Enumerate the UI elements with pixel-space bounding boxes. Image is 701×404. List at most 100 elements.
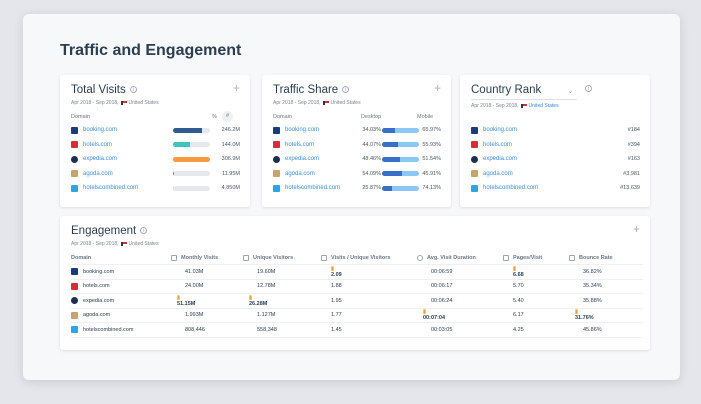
header-label: Bounce Rate bbox=[579, 254, 613, 261]
bar-fill bbox=[173, 127, 203, 133]
mobile-share: 65.97% bbox=[422, 127, 441, 133]
booking-logo bbox=[471, 126, 478, 134]
bounce-rate-icon bbox=[569, 254, 575, 261]
domain-link[interactable]: booking.com bbox=[285, 127, 320, 133]
metric-cell: 1.95 bbox=[321, 298, 417, 304]
domain-link[interactable]: booking.com bbox=[83, 127, 118, 133]
info-icon[interactable]: i bbox=[129, 86, 137, 93]
metric-value: 1.77 bbox=[331, 312, 342, 319]
domain-row: expedia.com bbox=[71, 154, 117, 164]
domain-link[interactable]: hotels.com bbox=[83, 141, 113, 148]
domain-name: expedia.com bbox=[83, 297, 115, 304]
metric-cell: 5.70 bbox=[503, 283, 569, 289]
number-toggle[interactable]: # bbox=[222, 111, 233, 122]
add-icon[interactable]: + bbox=[632, 222, 640, 236]
leader-medal-icon: ▮ bbox=[423, 309, 427, 316]
metric-value: 19.60M bbox=[257, 268, 276, 275]
metric-cell: 24.00M bbox=[171, 283, 243, 289]
booking-logo bbox=[71, 268, 78, 276]
domain-link[interactable]: agoda.com bbox=[83, 170, 113, 177]
metric-cell: 5.40 bbox=[503, 298, 569, 304]
domain-link[interactable]: agoda.com bbox=[483, 170, 513, 177]
metric-cell: 1.45 bbox=[321, 327, 417, 333]
add-icon[interactable]: + bbox=[433, 81, 441, 95]
domain-row: agoda.com bbox=[273, 169, 315, 179]
mobile-share: 45.91% bbox=[422, 170, 441, 177]
column-header[interactable]: Monthly Visits bbox=[171, 254, 243, 261]
desktop-fill bbox=[382, 185, 392, 191]
visits-share-bar bbox=[173, 156, 210, 162]
table-row: agoda.com 1.993M 1.127M 1.77 ▮ 00:07:04 6.17 ▮ 3… bbox=[71, 309, 643, 323]
domain-cell[interactable]: hotels.com bbox=[71, 282, 171, 290]
domain-cell[interactable]: hotelscombined.com bbox=[71, 326, 171, 334]
metric-value: 6.68 bbox=[513, 271, 524, 278]
column-header[interactable]: Bounce Rate bbox=[569, 254, 643, 261]
metric-value: 808,446 bbox=[185, 326, 205, 333]
metric-value: 41.03M bbox=[185, 268, 204, 275]
add-icon[interactable]: + bbox=[232, 81, 240, 95]
domain-cell[interactable]: agoda.com bbox=[71, 311, 171, 319]
domain-link[interactable]: expedia.com bbox=[285, 156, 320, 163]
metric-value: 26.28M bbox=[249, 300, 268, 307]
column-header[interactable]: Pages/Visit bbox=[503, 254, 569, 261]
rank-value: #184 bbox=[627, 127, 640, 133]
metric-value: 5.70 bbox=[513, 283, 524, 290]
domain-cell[interactable]: booking.com bbox=[71, 268, 171, 276]
metric-value: 31.76% bbox=[575, 315, 594, 322]
metric-value: 12.78M bbox=[257, 283, 276, 290]
column-header[interactable]: Unique Visitors bbox=[243, 254, 321, 261]
metric-cell: ▮ 6.68 bbox=[503, 266, 569, 278]
desktop-share: 44.07% bbox=[362, 141, 381, 148]
hotelscombined-logo bbox=[273, 184, 280, 192]
total-visits-card: Total Visits i + Apr 2018 - Sep 2018, Unit… bbox=[60, 75, 250, 207]
us-flag-icon bbox=[322, 100, 329, 105]
domain-row: hotels.com bbox=[471, 140, 512, 150]
column-header[interactable]: Domain bbox=[71, 255, 171, 261]
domain-link[interactable]: hotelscombined.com bbox=[83, 185, 139, 192]
domain-name: hotels.com bbox=[83, 283, 110, 290]
info-icon[interactable]: i bbox=[140, 227, 148, 234]
booking-logo bbox=[71, 126, 78, 134]
clock-icon bbox=[417, 254, 423, 261]
domain-link[interactable]: expedia.com bbox=[83, 156, 118, 163]
table-row: expedia.com ▮ 51.15M ▮ 26.28M 1.95 00:06:24 5.4… bbox=[71, 294, 643, 309]
metric-dropdown[interactable]: Country Rank ⌄ bbox=[471, 84, 577, 100]
domain-link[interactable]: hotels.com bbox=[285, 141, 315, 148]
metric-cell: ▮ 51.15M bbox=[171, 295, 243, 307]
domain-link[interactable]: hotelscombined.com bbox=[285, 185, 341, 192]
country-rank-card: Country Rank ⌄ i Apr 2018 - Sep 2018, Unit… bbox=[460, 75, 650, 207]
domain-link[interactable]: expedia.com bbox=[483, 156, 518, 163]
column-header: Domain bbox=[71, 114, 90, 120]
percent-toggle[interactable]: % bbox=[212, 114, 217, 120]
domain-cell[interactable]: expedia.com bbox=[71, 297, 171, 305]
metric-value: 1.88 bbox=[331, 283, 342, 290]
info-icon[interactable]: i bbox=[342, 86, 350, 93]
domain-link[interactable]: hotelscombined.com bbox=[483, 185, 539, 192]
domain-link[interactable]: booking.com bbox=[483, 127, 518, 133]
bar-fill bbox=[173, 142, 191, 148]
table-row: hotelscombined.com 808,446 558,348 1.45 00:0… bbox=[71, 323, 643, 338]
domain-row: hotels.com bbox=[71, 140, 112, 150]
desktop-fill bbox=[382, 171, 402, 177]
date-range: Apr 2018 - Sep 2018, United States bbox=[71, 241, 159, 247]
metric-value: 4.25 bbox=[513, 326, 524, 333]
domain-link[interactable]: agoda.com bbox=[285, 170, 315, 177]
bar-fill bbox=[173, 185, 174, 191]
expedia-logo bbox=[71, 155, 78, 163]
metric-cell: 36.82% bbox=[569, 269, 643, 275]
bar-fill bbox=[173, 156, 210, 162]
page-title: Traffic and Engagement bbox=[60, 42, 242, 59]
header-label: Visits / Unique Visitors bbox=[331, 254, 391, 261]
metric-value: 5.40 bbox=[513, 297, 524, 304]
header-label: Avg. Visit Duration bbox=[427, 254, 476, 261]
info-icon[interactable]: i bbox=[585, 85, 592, 92]
column-header[interactable]: Visits / Unique Visitors bbox=[321, 254, 417, 261]
column-header[interactable]: Avg. Visit Duration bbox=[417, 254, 503, 261]
table-header: Domain Monthly Visits Unique Visitors Visit… bbox=[71, 251, 643, 265]
metric-value: 1.95 bbox=[331, 297, 342, 304]
leader-medal-icon: ▮ bbox=[513, 265, 517, 272]
domain-link[interactable]: hotels.com bbox=[483, 141, 513, 148]
metric-cell: ▮ 26.28M bbox=[243, 295, 321, 307]
device-share-bar bbox=[382, 142, 419, 148]
expedia-logo bbox=[71, 297, 78, 305]
